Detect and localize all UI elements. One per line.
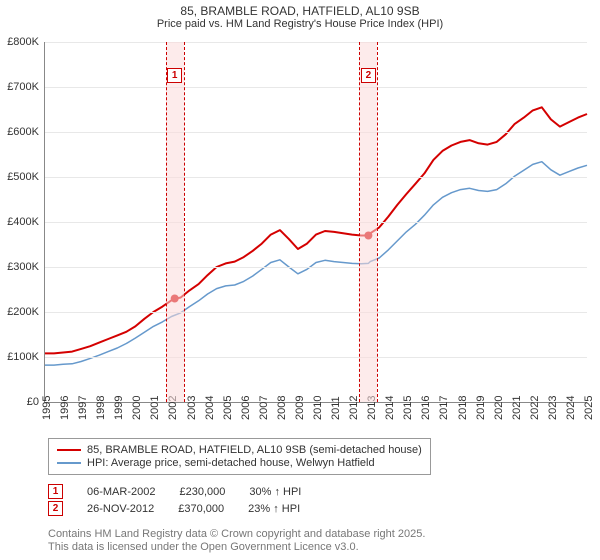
x-tick-label: 2019 bbox=[475, 396, 487, 420]
chart-container: 85, BRAMBLE ROAD, HATFIELD, AL10 9SB Pri… bbox=[0, 0, 600, 560]
x-tick-label: 2025 bbox=[583, 396, 595, 420]
sale-band-edge bbox=[359, 42, 360, 402]
sale-band bbox=[359, 42, 377, 402]
sale-band-edge bbox=[377, 42, 378, 402]
y-tick-label: £200K bbox=[7, 306, 45, 318]
x-tick-label: 2022 bbox=[529, 396, 541, 420]
chart-titles: 85, BRAMBLE ROAD, HATFIELD, AL10 9SB Pri… bbox=[0, 0, 600, 30]
y-tick-label: £300K bbox=[7, 261, 45, 273]
x-tick-label: 2007 bbox=[258, 396, 270, 420]
sale-date: 26-NOV-2012 bbox=[87, 503, 154, 515]
x-tick-label: 2018 bbox=[457, 396, 469, 420]
sale-band-edge bbox=[166, 42, 167, 402]
x-tick-label: 2008 bbox=[276, 396, 288, 420]
sale-vs-hpi: 23% ↑ HPI bbox=[248, 503, 300, 515]
sale-vs-hpi: 30% ↑ HPI bbox=[249, 486, 301, 498]
sale-band-edge bbox=[184, 42, 185, 402]
x-tick-label: 2023 bbox=[547, 396, 559, 420]
x-tick-label: 2009 bbox=[294, 396, 306, 420]
x-tick-label: 2024 bbox=[565, 396, 577, 420]
sale-band bbox=[166, 42, 184, 402]
x-tick-label: 2001 bbox=[149, 396, 161, 420]
sale-marker-icon: 2 bbox=[48, 501, 63, 516]
gridline bbox=[45, 267, 587, 268]
legend-label: 85, BRAMBLE ROAD, HATFIELD, AL10 9SB (se… bbox=[87, 444, 422, 456]
x-tick-label: 1998 bbox=[95, 396, 107, 420]
x-tick-label: 2012 bbox=[348, 396, 360, 420]
y-tick-label: £500K bbox=[7, 171, 45, 183]
y-tick-label: £400K bbox=[7, 216, 45, 228]
sale-price: £370,000 bbox=[178, 503, 224, 515]
gridline bbox=[45, 42, 587, 43]
gridline bbox=[45, 312, 587, 313]
x-tick-label: 2015 bbox=[402, 396, 414, 420]
x-tick-label: 2003 bbox=[186, 396, 198, 420]
y-tick-label: £600K bbox=[7, 126, 45, 138]
x-tick-label: 1995 bbox=[41, 396, 53, 420]
x-tick-label: 2016 bbox=[420, 396, 432, 420]
sale-row: 1 06-MAR-2002 £230,000 30% ↑ HPI bbox=[48, 484, 301, 499]
x-tick-label: 1999 bbox=[113, 396, 125, 420]
x-tick-label: 1996 bbox=[59, 396, 71, 420]
sale-rows: 1 06-MAR-2002 £230,000 30% ↑ HPI 2 26-NO… bbox=[48, 482, 301, 518]
chart-subtitle: Price paid vs. HM Land Registry's House … bbox=[0, 18, 600, 30]
gridline bbox=[45, 177, 587, 178]
y-tick-label: £100K bbox=[7, 351, 45, 363]
y-tick-label: £700K bbox=[7, 81, 45, 93]
legend-row-price-paid: 85, BRAMBLE ROAD, HATFIELD, AL10 9SB (se… bbox=[57, 444, 422, 456]
x-tick-label: 2006 bbox=[240, 396, 252, 420]
x-tick-label: 2000 bbox=[131, 396, 143, 420]
legend-row-hpi: HPI: Average price, semi-detached house,… bbox=[57, 457, 422, 469]
gridline bbox=[45, 87, 587, 88]
x-tick-label: 2021 bbox=[511, 396, 523, 420]
sale-price: £230,000 bbox=[179, 486, 225, 498]
legend-swatch bbox=[57, 462, 81, 464]
attribution-line: This data is licensed under the Open Gov… bbox=[48, 541, 425, 554]
y-tick-label: £800K bbox=[7, 36, 45, 48]
sale-row: 2 26-NOV-2012 £370,000 23% ↑ HPI bbox=[48, 501, 301, 516]
chart-marker-icon: 1 bbox=[167, 68, 182, 83]
sale-date: 06-MAR-2002 bbox=[87, 486, 155, 498]
x-tick-label: 2017 bbox=[438, 396, 450, 420]
legend-label: HPI: Average price, semi-detached house,… bbox=[87, 457, 375, 469]
chart-marker-icon: 2 bbox=[361, 68, 376, 83]
plot-area: £0£100K£200K£300K£400K£500K£600K£700K£80… bbox=[44, 42, 587, 403]
x-tick-label: 2011 bbox=[330, 396, 342, 420]
gridline bbox=[45, 132, 587, 133]
x-tick-label: 2020 bbox=[493, 396, 505, 420]
series-line-hpi bbox=[45, 162, 587, 365]
x-tick-label: 2005 bbox=[222, 396, 234, 420]
gridline bbox=[45, 222, 587, 223]
chart-title: 85, BRAMBLE ROAD, HATFIELD, AL10 9SB bbox=[0, 4, 600, 18]
series-line-price_paid bbox=[45, 107, 587, 353]
attribution-line: Contains HM Land Registry data © Crown c… bbox=[48, 528, 425, 541]
x-tick-label: 1997 bbox=[77, 396, 89, 420]
x-tick-label: 2014 bbox=[384, 396, 396, 420]
x-tick-label: 2004 bbox=[204, 396, 216, 420]
sale-marker-icon: 1 bbox=[48, 484, 63, 499]
x-tick-label: 2010 bbox=[312, 396, 324, 420]
legend-swatch bbox=[57, 449, 81, 451]
legend-box: 85, BRAMBLE ROAD, HATFIELD, AL10 9SB (se… bbox=[48, 438, 431, 475]
attribution: Contains HM Land Registry data © Crown c… bbox=[48, 528, 425, 554]
gridline bbox=[45, 357, 587, 358]
